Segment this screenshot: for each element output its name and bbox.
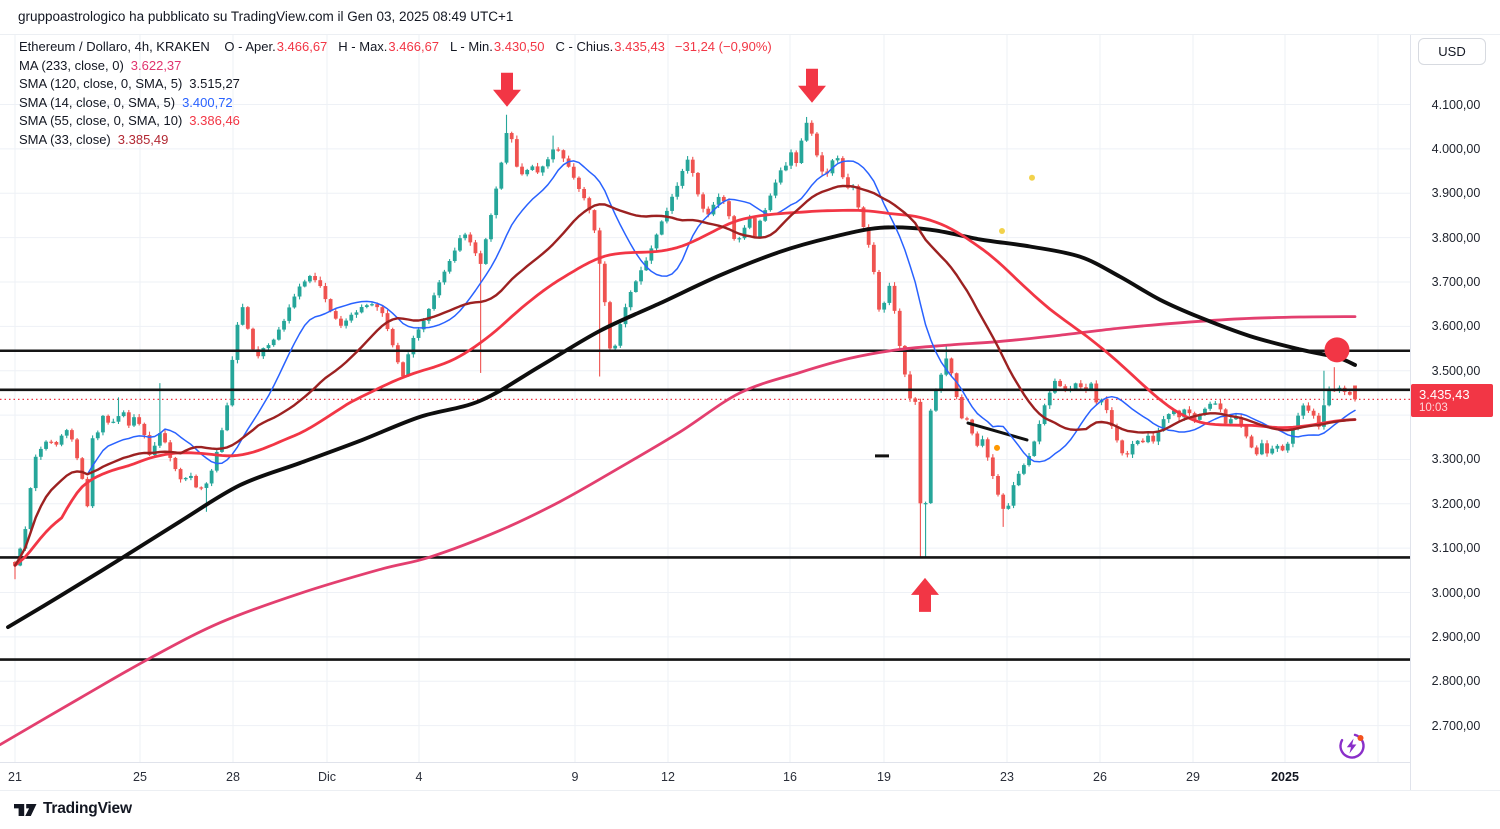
ohlc-label-3: C - Chius. — [555, 39, 614, 54]
indicator-label-4: SMA (33, close) — [19, 131, 111, 147]
indicator-row-2[interactable]: SMA (14, close, 0, SMA, 5) 3.400,72 — [19, 94, 772, 113]
price-tick-3700: 3.700,00 — [1431, 274, 1481, 289]
currency-button[interactable]: USD — [1418, 38, 1486, 65]
ma233-line — [0, 315, 1357, 747]
change-value: −31,24 (−0,90%) — [674, 39, 772, 54]
sma120-line — [6, 225, 1357, 630]
symbol-title[interactable]: Ethereum / Dollaro, 4h, KRAKEN — [19, 39, 210, 54]
time-tick-12: 12 — [661, 770, 675, 784]
ohlc-value-1: 3.466,67 — [388, 39, 440, 54]
time-tick-29: 29 — [1186, 770, 1200, 784]
time-tick-25: 25 — [133, 770, 147, 784]
price-tick-3600: 3.600,00 — [1431, 319, 1481, 334]
up-arrow-annotation — [911, 577, 939, 612]
down-arrow-annotation — [493, 72, 521, 107]
indicator-label-2: SMA (14, close, 0, SMA, 5) — [19, 94, 176, 110]
price-tick-3500: 3.500,00 — [1431, 363, 1481, 378]
ohlc-label-1: H - Max. — [338, 39, 388, 54]
ohlc-value-2: 3.430,50 — [493, 39, 545, 54]
time-axis[interactable]: 21 25 28 Dic 4 9 12 16 19 23 26 29 2025 — [0, 762, 1410, 791]
indicator-label-3: SMA (55, close, 0, SMA, 10) — [19, 113, 183, 129]
indicator-row-0[interactable]: MA (233, close, 0) 3.622,37 — [19, 57, 772, 76]
time-tick-19: 19 — [877, 770, 891, 784]
orange-dot — [994, 444, 1000, 451]
ohlc-value-0: 3.466,67 — [276, 39, 328, 54]
time-tick-4: 4 — [415, 770, 423, 784]
symbol-ohlc-row[interactable]: Ethereum / Dollaro, 4h, KRAKEN O - Aper.… — [19, 38, 772, 57]
chart-legend: Ethereum / Dollaro, 4h, KRAKEN O - Aper.… — [19, 38, 772, 150]
price-axis[interactable]: USD 4.100,00 4.000,00 3.900,00 3.800,00 3.70… — [1410, 34, 1500, 790]
tradingview-wordmark[interactable]: TradingView — [43, 800, 132, 817]
indicator-row-4[interactable]: SMA (33, close) 3.385,49 — [19, 131, 772, 150]
indicator-label-0: MA (233, close, 0) — [19, 57, 124, 73]
price-tick-3100: 3.100,00 — [1431, 541, 1481, 556]
yellow-dot-1 — [1029, 174, 1035, 181]
time-tick-26: 26 — [1093, 770, 1107, 784]
indicator-value-3: 3.386,46 — [189, 113, 240, 129]
candles-layer — [13, 114, 1357, 580]
red-signal-dot — [1324, 337, 1350, 363]
ma-lines-layer — [0, 160, 1357, 747]
publisher-watermark-icon[interactable] — [1336, 730, 1368, 767]
indicator-value-1: 3.515,27 — [189, 76, 240, 92]
time-tick-9: 9 — [571, 770, 579, 784]
time-tick-Dic: Dic — [317, 770, 337, 784]
indicator-value-2: 3.400,72 — [182, 94, 233, 110]
yellow-dot-2 — [999, 227, 1005, 234]
last-price-badge: 3.435,43 10:03 — [1411, 384, 1493, 418]
indicator-label-1: SMA (120, close, 0, SMA, 5) — [19, 76, 183, 92]
time-tick-2025: 2025 — [1271, 770, 1299, 784]
indicator-row-3[interactable]: SMA (55, close, 0, SMA, 10) 3.386,46 — [19, 112, 772, 131]
down-arrow-annotation — [798, 68, 826, 103]
price-tick-2800: 2.800,00 — [1431, 674, 1481, 689]
ohlc-label-0: O - Aper. — [224, 39, 276, 54]
price-tick-2700: 2.700,00 — [1431, 718, 1481, 733]
indicator-value-4: 3.385,49 — [117, 131, 169, 147]
price-tick-2900: 2.900,00 — [1431, 629, 1481, 644]
ohlc-value-3: 3.435,43 — [614, 39, 665, 54]
price-tick-3000: 3.000,00 — [1431, 585, 1481, 600]
price-chart-svg[interactable] — [0, 0, 1410, 762]
indicator-row-1[interactable]: SMA (120, close, 0, SMA, 5) 3.515,27 — [19, 75, 772, 94]
price-tick-4100: 4.100,00 — [1431, 97, 1481, 112]
mini-trendline — [966, 421, 1029, 442]
last-price-value: 3.435,43 — [1419, 387, 1470, 403]
time-tick-28: 28 — [226, 770, 240, 784]
price-tick-3300: 3.300,00 — [1431, 452, 1481, 467]
sma55-line — [13, 208, 1357, 567]
price-tick-3200: 3.200,00 — [1431, 496, 1481, 511]
sma14-line — [14, 160, 1356, 567]
time-tick-16: 16 — [783, 770, 797, 784]
publication-info-text: gruppoastrologico ha pubblicato su Tradi… — [18, 9, 514, 24]
price-tick-3900: 3.900,00 — [1431, 186, 1481, 201]
time-tick-21: 21 — [8, 770, 22, 784]
price-tick-4000: 4.000,00 — [1431, 141, 1481, 156]
footer-bar: TradingView — [0, 790, 1500, 829]
tradingview-logo-icon[interactable] — [14, 802, 37, 824]
ohlc-label-2: L - Min. — [450, 39, 493, 54]
time-tick-23: 23 — [1000, 770, 1014, 784]
indicator-value-0: 3.622,37 — [130, 57, 182, 73]
countdown-timer: 10:03 — [1419, 402, 1448, 415]
sma33-line — [13, 184, 1357, 567]
share-header: gruppoastrologico ha pubblicato su Tradi… — [0, 0, 1500, 35]
price-tick-3800: 3.800,00 — [1431, 230, 1481, 245]
